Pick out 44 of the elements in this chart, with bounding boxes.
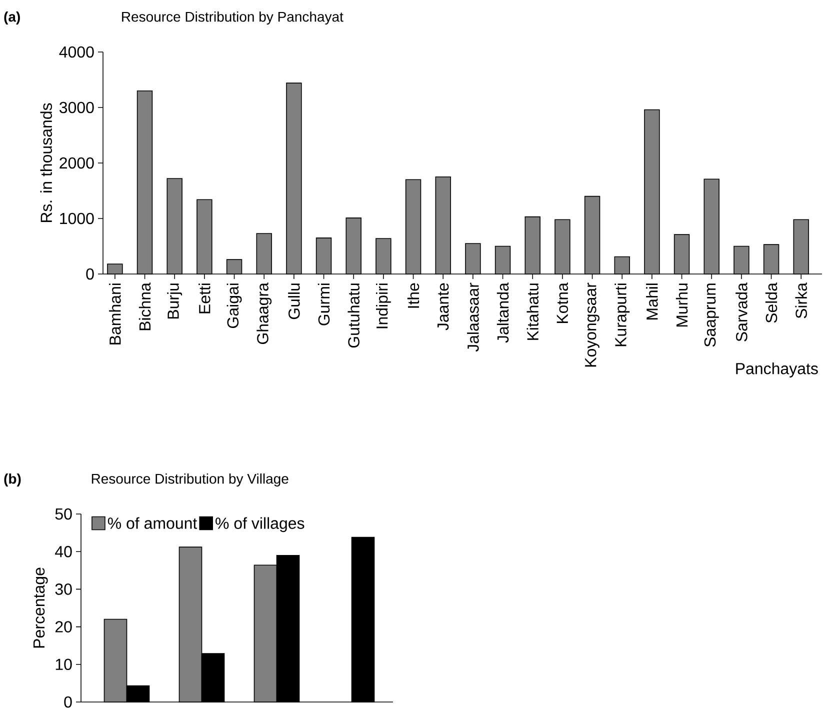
x-tick-label: Indipiri bbox=[376, 284, 391, 328]
x-tick-label: Jaltanda bbox=[496, 282, 509, 343]
y-tick-label: 0 bbox=[64, 696, 72, 708]
x-tick-label: Kurapurti bbox=[614, 284, 630, 346]
text: (a) bbox=[4, 11, 20, 25]
x-tick-label: Jalaasaar bbox=[467, 282, 479, 352]
x-tick-label: Gaigai bbox=[226, 284, 242, 328]
x-tick-label: Saaprum bbox=[704, 284, 719, 347]
y-tick-label: 3000 bbox=[59, 102, 94, 114]
x-tick-label: Gutuhatu bbox=[348, 284, 360, 348]
x-tick-label: Gullu bbox=[288, 284, 300, 320]
x-tick-label: Sirka bbox=[795, 282, 807, 318]
x-axis-title: Panchayats bbox=[736, 362, 818, 378]
y-tick-label: 50 bbox=[55, 508, 72, 520]
x-tick-label: Kotna bbox=[556, 282, 568, 324]
y-tick-label: 30 bbox=[55, 584, 72, 595]
y-tick-label: 1000 bbox=[60, 212, 94, 224]
x-tick-label: Koyongsaar bbox=[585, 282, 600, 367]
x-tick-label: Murhu bbox=[676, 284, 688, 327]
legend-label: % of villages bbox=[216, 517, 304, 532]
x-tick-label: Bichna bbox=[138, 282, 151, 330]
x-tick-label: Selda bbox=[765, 282, 778, 323]
x-tick-label: Jaante bbox=[438, 283, 449, 330]
x-tick-label: Mahil bbox=[646, 284, 658, 320]
x-tick-label: Bamhani bbox=[109, 284, 121, 344]
legend-label: % of amount bbox=[108, 517, 198, 529]
x-tick-label: Ithe bbox=[407, 283, 420, 308]
x-tick-label: Kitahatu bbox=[526, 284, 538, 340]
y-tick-label: 4000 bbox=[59, 46, 94, 58]
y-tick-label: 0 bbox=[86, 268, 94, 280]
y-axis-title: Percentage bbox=[33, 568, 48, 648]
chart-title: Resource Distribution by Village bbox=[92, 473, 288, 487]
x-tick-label: Eetti bbox=[198, 284, 210, 314]
x-tick-label: Ghaagra bbox=[256, 282, 272, 344]
y-axis-title: Rs. in thousands bbox=[40, 103, 52, 222]
x-tick-label: Gurmi bbox=[318, 284, 330, 326]
y-tick-label: 20 bbox=[55, 621, 72, 632]
y-tick-label: 2000 bbox=[60, 157, 94, 169]
x-tick-label: Burju bbox=[167, 284, 182, 319]
chart-title: Resource Distribution by Panchayat bbox=[122, 11, 344, 25]
y-tick-label: 10 bbox=[56, 658, 72, 670]
y-tick-label: 40 bbox=[55, 546, 72, 558]
text: (b) bbox=[4, 473, 21, 487]
x-tick-label: Sarvada bbox=[736, 282, 748, 342]
